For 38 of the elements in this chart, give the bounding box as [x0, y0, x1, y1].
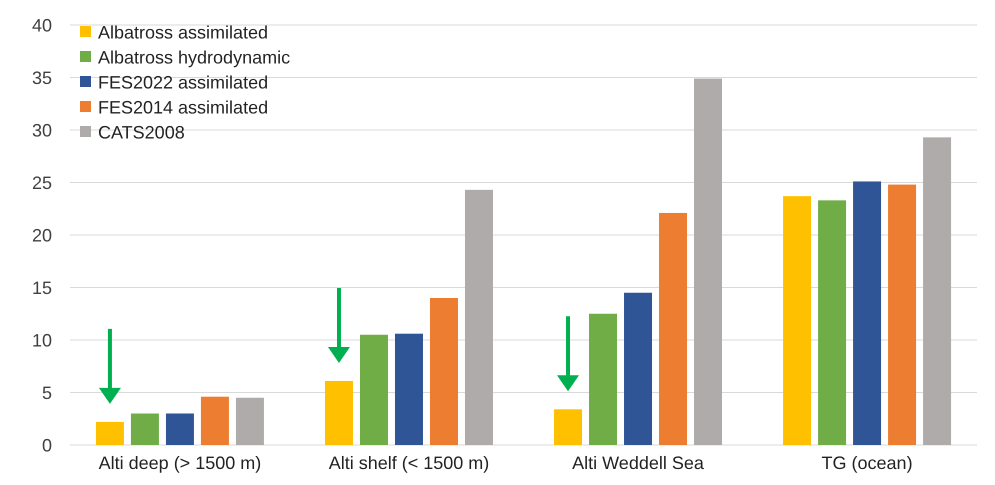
y-tick-label: 0 — [42, 435, 52, 456]
bar — [166, 414, 194, 445]
bar — [96, 422, 124, 445]
y-tick-label: 15 — [32, 278, 52, 298]
bar — [464, 190, 493, 445]
y-tick-label: 5 — [42, 382, 52, 403]
x-tick-label: Alti deep (> 1500 m) — [98, 453, 262, 473]
legend-label: CATS2008 — [98, 122, 185, 142]
bar — [200, 396, 229, 445]
bar — [659, 212, 688, 445]
bar — [130, 414, 159, 445]
bar — [694, 78, 722, 445]
bar — [430, 298, 458, 445]
bar — [818, 200, 846, 445]
bar — [589, 314, 618, 445]
y-tick-label: 30 — [32, 120, 52, 140]
bar — [853, 181, 882, 445]
legend-label: Albatross assimilated — [98, 22, 268, 42]
bar — [783, 196, 812, 445]
x-tick-label: TG (ocean) — [822, 453, 913, 473]
bar — [888, 184, 916, 445]
legend-label: FES2014 assimilated — [98, 97, 268, 118]
y-tick-label: 40 — [32, 15, 52, 36]
x-tick-label: Alti shelf (< 1500 m) — [328, 453, 490, 473]
y-tick-label: 35 — [32, 68, 52, 88]
bar — [324, 380, 353, 445]
bar — [624, 292, 652, 445]
y-tick-label: 25 — [32, 172, 52, 193]
bar — [554, 409, 582, 445]
x-tick-label: Alti Weddell Sea — [572, 453, 705, 473]
y-tick-label: 10 — [32, 330, 52, 350]
bar — [236, 398, 264, 445]
y-tick-label: 20 — [32, 225, 52, 246]
bar — [923, 137, 952, 445]
bar — [394, 334, 423, 445]
bar — [360, 334, 388, 445]
legend-label: Albatross hydrodynamic — [98, 47, 290, 68]
legend-label: FES2022 assimilated — [98, 72, 268, 92]
